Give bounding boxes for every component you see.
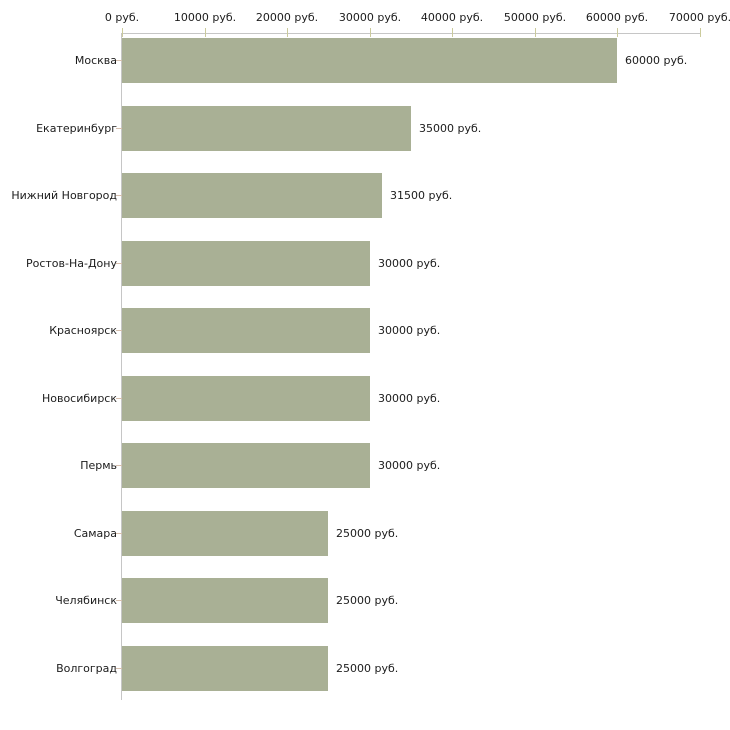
category-label: Ростов-На-Дону bbox=[25, 257, 117, 270]
y-axis-tick bbox=[116, 60, 122, 61]
bar-value-label: 30000 руб. bbox=[378, 459, 441, 472]
x-axis-tick bbox=[452, 28, 453, 37]
x-axis-tick bbox=[535, 28, 536, 37]
bar bbox=[122, 38, 617, 83]
x-axis-tick bbox=[700, 28, 701, 37]
category-label: Волгоград bbox=[56, 662, 117, 675]
x-axis-tick bbox=[122, 28, 123, 37]
bar bbox=[122, 106, 411, 151]
y-axis-tick bbox=[116, 600, 122, 601]
category-label: Красноярск bbox=[49, 324, 117, 337]
bar bbox=[122, 443, 370, 488]
y-axis-tick bbox=[116, 533, 122, 534]
bar-value-label: 31500 руб. bbox=[390, 189, 453, 202]
x-axis-tick bbox=[617, 28, 618, 37]
y-axis-tick bbox=[116, 398, 122, 399]
x-axis-tick bbox=[205, 28, 206, 37]
x-axis-tick-label: 30000 руб. bbox=[338, 11, 402, 24]
bar-value-label: 35000 руб. bbox=[419, 122, 482, 135]
x-axis-tick bbox=[287, 28, 288, 37]
y-axis-tick bbox=[116, 263, 122, 264]
x-axis-tick-label: 50000 руб. bbox=[503, 11, 567, 24]
category-label: Самара bbox=[73, 527, 117, 540]
bar bbox=[122, 646, 328, 691]
y-axis-line bbox=[121, 33, 122, 700]
y-axis-tick bbox=[116, 668, 122, 669]
category-label: Новосибирск bbox=[41, 392, 117, 405]
x-axis-tick-label: 40000 руб. bbox=[420, 11, 484, 24]
x-axis-tick bbox=[370, 28, 371, 37]
bar bbox=[122, 376, 370, 421]
bar-value-label: 25000 руб. bbox=[336, 594, 399, 607]
bar-value-label: 30000 руб. bbox=[378, 257, 441, 270]
x-axis-tick-label: 0 руб. bbox=[104, 11, 140, 24]
x-axis-tick-label: 20000 руб. bbox=[255, 11, 319, 24]
x-axis-line bbox=[122, 33, 700, 34]
bar-value-label: 60000 руб. bbox=[625, 54, 688, 67]
bar bbox=[122, 308, 370, 353]
x-axis-tick-label: 70000 руб. bbox=[668, 11, 730, 24]
category-label: Пермь bbox=[80, 459, 117, 472]
y-axis-tick bbox=[116, 128, 122, 129]
x-axis-tick-label: 60000 руб. bbox=[585, 11, 649, 24]
bar bbox=[122, 511, 328, 556]
bar bbox=[122, 578, 328, 623]
bar-value-label: 30000 руб. bbox=[378, 324, 441, 337]
y-axis-tick bbox=[116, 330, 122, 331]
bar bbox=[122, 173, 382, 218]
bar bbox=[122, 241, 370, 286]
category-label: Челябинск bbox=[55, 594, 117, 607]
x-axis-tick-label: 10000 руб. bbox=[173, 11, 237, 24]
category-label: Нижний Новгород bbox=[11, 189, 117, 202]
bar-value-label: 30000 руб. bbox=[378, 392, 441, 405]
category-label: Екатеринбург bbox=[36, 122, 117, 135]
bar-value-label: 25000 руб. bbox=[336, 662, 399, 675]
category-label: Москва bbox=[74, 54, 117, 67]
y-axis-tick bbox=[116, 465, 122, 466]
y-axis-tick bbox=[116, 195, 122, 196]
bar-value-label: 25000 руб. bbox=[336, 527, 399, 540]
